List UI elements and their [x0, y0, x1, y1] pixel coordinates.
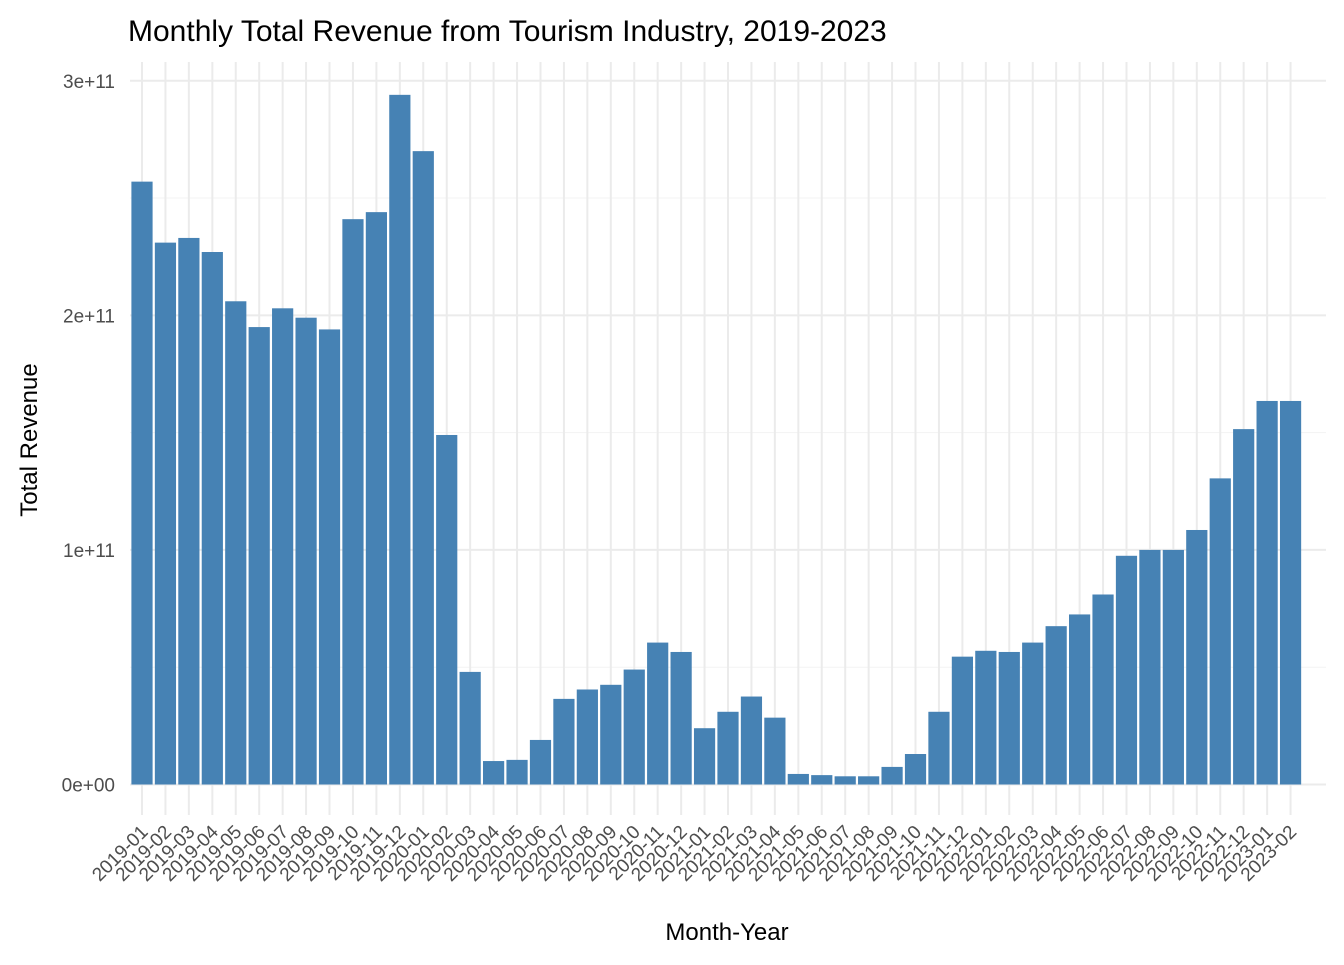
bar-2020-05: [506, 759, 528, 785]
bar-2020-08: [576, 689, 598, 785]
bar-2021-12: [951, 656, 973, 785]
bar-2022-10: [1186, 529, 1208, 785]
bar-2019-02: [154, 242, 177, 785]
bar-2022-09: [1162, 549, 1184, 785]
bar-2021-02: [717, 711, 739, 785]
bar-2020-10: [623, 669, 645, 785]
bar-2022-11: [1209, 478, 1231, 785]
bar-2020-12: [670, 651, 692, 785]
bar-2019-12: [389, 94, 411, 785]
bar-2021-01: [693, 728, 716, 785]
bar-2022-08: [1139, 549, 1161, 785]
bar-2022-06: [1092, 594, 1114, 785]
x-axis-title: Month-Year: [665, 919, 788, 946]
y-axis-title: Total Revenue: [16, 363, 43, 516]
bar-2019-05: [225, 301, 247, 785]
chart-title: Monthly Total Revenue from Tourism Indus…: [128, 15, 887, 48]
bar-2022-07: [1115, 555, 1138, 785]
bar-2019-01: [131, 181, 153, 785]
bar-2021-06: [811, 775, 833, 785]
bar-2021-10: [904, 754, 927, 785]
y-tick-label: 0e+00: [62, 776, 115, 797]
bar-2019-10: [342, 219, 364, 785]
bar-2020-03: [459, 671, 481, 785]
bar-2022-01: [975, 650, 997, 785]
bar-2023-02: [1279, 400, 1302, 785]
bar-2021-05: [787, 773, 809, 785]
bar-2021-11: [928, 711, 950, 785]
y-tick-label: 2e+11: [63, 306, 115, 327]
bar-2019-11: [365, 212, 387, 785]
bar-2021-07: [834, 776, 856, 785]
bar-2021-03: [740, 696, 763, 785]
y-tick-label: 1e+11: [63, 541, 115, 562]
y-tick-label: 3e+11: [63, 72, 115, 93]
bar-2022-05: [1069, 614, 1091, 785]
bar-2019-07: [272, 308, 294, 785]
bar-2021-09: [881, 766, 903, 785]
x-axis-ticks: 2019-012019-022019-032019-042019-052019-…: [88, 821, 1301, 885]
bar-2021-04: [764, 717, 786, 785]
bar-2022-03: [1022, 642, 1044, 785]
bar-2023-01: [1256, 400, 1278, 785]
bar-2019-06: [248, 327, 270, 785]
bar-2020-09: [600, 684, 622, 785]
bar-2020-06: [529, 739, 552, 785]
bar-2020-07: [553, 698, 575, 785]
bar-2020-01: [412, 151, 434, 785]
y-axis-ticks: 0e+00 1e+11 2e+11 3e+11: [62, 72, 115, 797]
bar-2019-04: [201, 252, 223, 785]
bar-2021-08: [858, 776, 880, 785]
bar-2022-02: [998, 651, 1020, 785]
bars: [131, 94, 1302, 785]
bar-2022-12: [1233, 429, 1255, 785]
bar-2019-09: [318, 329, 341, 785]
bar-2020-04: [483, 761, 505, 785]
bar-2019-08: [295, 317, 317, 785]
bar-2020-11: [647, 642, 669, 785]
bar-2022-04: [1045, 626, 1067, 785]
bar-2020-02: [436, 434, 458, 785]
bar-2019-03: [178, 237, 200, 785]
